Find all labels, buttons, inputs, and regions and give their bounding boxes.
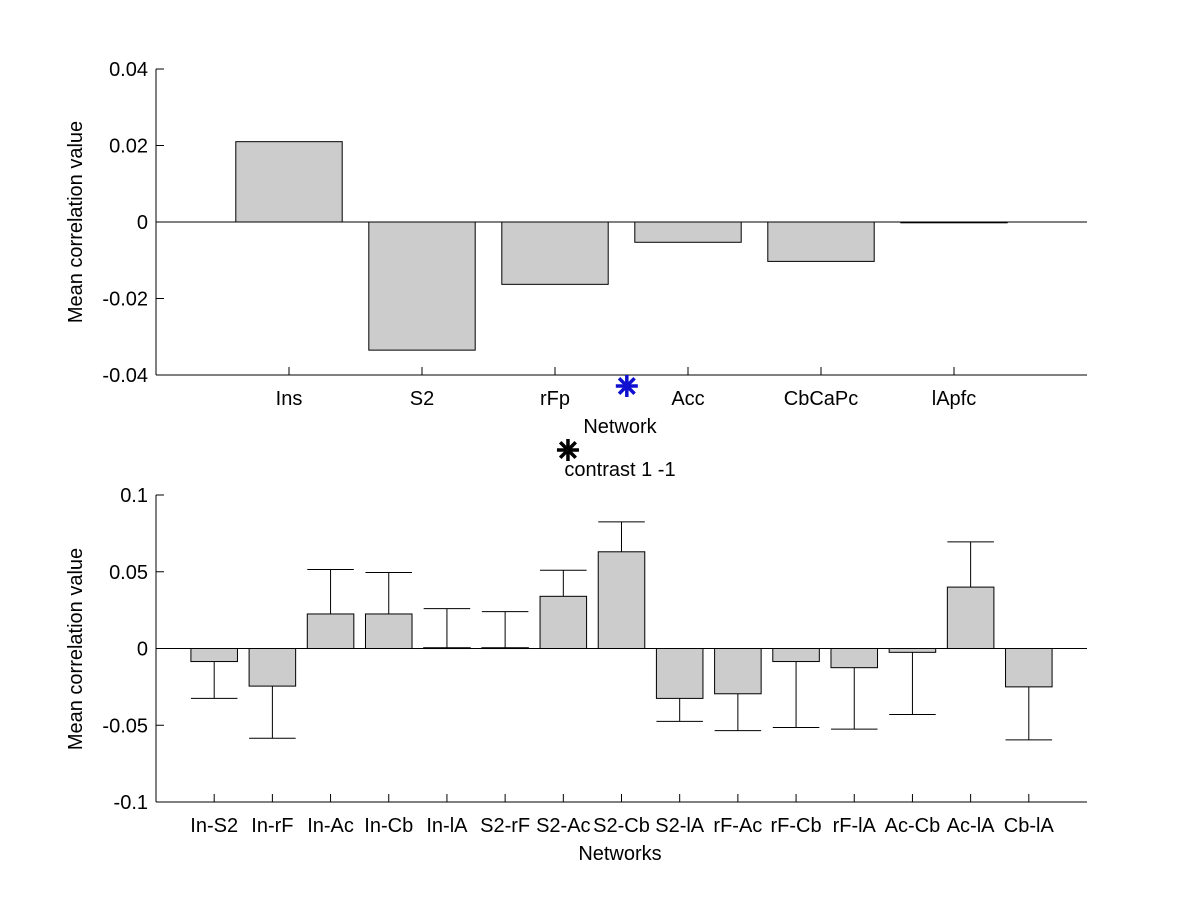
top-bars xyxy=(235,141,1008,351)
x-tick-label: S2-Ac xyxy=(536,815,590,837)
bar-S2-lA xyxy=(655,648,704,699)
error-bar-In-Cb xyxy=(365,572,413,614)
bar-rF-lA xyxy=(830,648,879,669)
x-tick-label: In-Cb xyxy=(364,815,413,837)
bar-S2 xyxy=(368,221,476,351)
error-bar-S2-Ac xyxy=(540,569,587,597)
y-tick-label: 0.02 xyxy=(109,136,148,158)
x-tick-label: In-S2 xyxy=(190,815,238,837)
error-bar-S2-Cb xyxy=(598,521,645,552)
bottom-chart: 0.10.050-0.05-0.1 In-S2 In-rF In-Ac In-Cb In… xyxy=(65,439,1087,865)
bar-Ins xyxy=(235,141,343,223)
error-bar-rF-Ac xyxy=(714,693,762,732)
x-tick-label: rF-lA xyxy=(833,815,877,837)
x-tick-label: Ac-Cb xyxy=(885,815,941,837)
x-tick-label: In-lA xyxy=(426,815,468,837)
x-tick-label: rF-Ac xyxy=(713,815,762,837)
error-bar-S2-rF xyxy=(481,611,529,648)
bar-In-Cb xyxy=(364,613,413,650)
bottom-x-axis-label: Networks xyxy=(578,843,661,865)
bottom-chart-title: contrast 1 -1 xyxy=(564,459,675,481)
bar-Acc xyxy=(634,221,742,243)
bar-Ac-Cb xyxy=(888,648,937,653)
x-tick-label: CbCaPc xyxy=(784,388,858,410)
top-y-ticks: 0.04 0.02 0 -0.02 -0.04 xyxy=(102,59,164,387)
error-bar-rF-lA xyxy=(830,667,878,730)
x-tick-label: In-rF xyxy=(251,815,293,837)
top-significance-marker xyxy=(615,375,638,397)
x-tick-label: S2-rF xyxy=(480,815,530,837)
x-tick-label: rF-Cb xyxy=(771,815,822,837)
error-bar-In-Ac xyxy=(307,568,354,614)
bar-Ac-lA xyxy=(946,586,995,649)
y-tick-label: -0.02 xyxy=(102,289,148,311)
y-tick-label: 0 xyxy=(137,212,148,234)
error-bar-rF-Cb xyxy=(772,661,820,729)
error-bar-S2-lA xyxy=(656,698,703,722)
bar-S2-Ac xyxy=(539,595,588,649)
y-tick-label: 0.05 xyxy=(109,562,148,584)
error-bar-In-rF xyxy=(249,686,296,739)
top-x-axis-label: Network xyxy=(583,416,657,438)
x-tick-label: S2 xyxy=(410,388,434,410)
asterisk-icon xyxy=(615,375,638,397)
top-y-axis-label: Mean correlation value xyxy=(65,121,87,323)
bottom-significance-marker xyxy=(556,439,579,461)
top-chart: 0.04 0.02 0 -0.02 -0.04 Ins S2 rFp Acc CbCaPc lAp… xyxy=(65,59,1087,438)
x-tick-label: S2-lA xyxy=(655,815,705,837)
y-tick-label: 0.1 xyxy=(120,485,148,507)
x-tick-label: In-Ac xyxy=(307,815,354,837)
bottom-y-ticks: 0.1 0.05 0 -0.05 -0.1 xyxy=(102,485,164,814)
bar-In-rF xyxy=(248,648,297,687)
bottom-x-ticks: In-S2 In-rF In-Ac In-Cb In-lA S2-rF S2-Ac S2-Cb… xyxy=(190,794,1054,837)
error-bar-Ac-lA xyxy=(947,541,994,588)
bar-rFp xyxy=(501,221,609,285)
x-tick-label: lApfc xyxy=(932,388,976,410)
bar-S2-Cb xyxy=(597,551,646,649)
asterisk-icon xyxy=(556,439,579,461)
y-tick-label: 0.04 xyxy=(109,59,148,81)
bar-rF-Ac xyxy=(714,648,762,695)
error-bar-In-lA xyxy=(423,608,471,648)
y-tick-label: -0.05 xyxy=(102,715,148,737)
y-tick-label: -0.1 xyxy=(114,792,148,814)
y-tick-label: -0.04 xyxy=(102,365,148,387)
x-tick-label: rFp xyxy=(540,388,570,410)
bar-In-S2 xyxy=(190,648,238,663)
x-tick-label: Acc xyxy=(671,388,704,410)
bottom-bars xyxy=(190,551,1053,699)
error-bar-Cb-lA xyxy=(1005,686,1053,741)
x-tick-label: Cb-lA xyxy=(1004,815,1055,837)
top-x-ticks: Ins S2 rFp Acc CbCaPc lApfc xyxy=(276,367,976,410)
bar-Cb-lA xyxy=(1005,648,1053,688)
x-tick-label: Ins xyxy=(276,388,303,410)
bottom-error-bars xyxy=(190,521,1053,741)
error-bar-In-S2 xyxy=(190,661,238,699)
x-tick-label: Ac-lA xyxy=(947,815,995,837)
bottom-y-axis-label: Mean correlation value xyxy=(65,548,87,750)
bar-CbCaPc xyxy=(767,221,875,262)
error-bar-Ac-Cb xyxy=(889,652,936,716)
y-tick-label: 0 xyxy=(137,639,148,661)
top-axes xyxy=(155,69,1087,376)
bar-In-Ac xyxy=(306,613,355,650)
bar-rF-Cb xyxy=(772,648,820,663)
x-tick-label: S2-Cb xyxy=(593,815,650,837)
